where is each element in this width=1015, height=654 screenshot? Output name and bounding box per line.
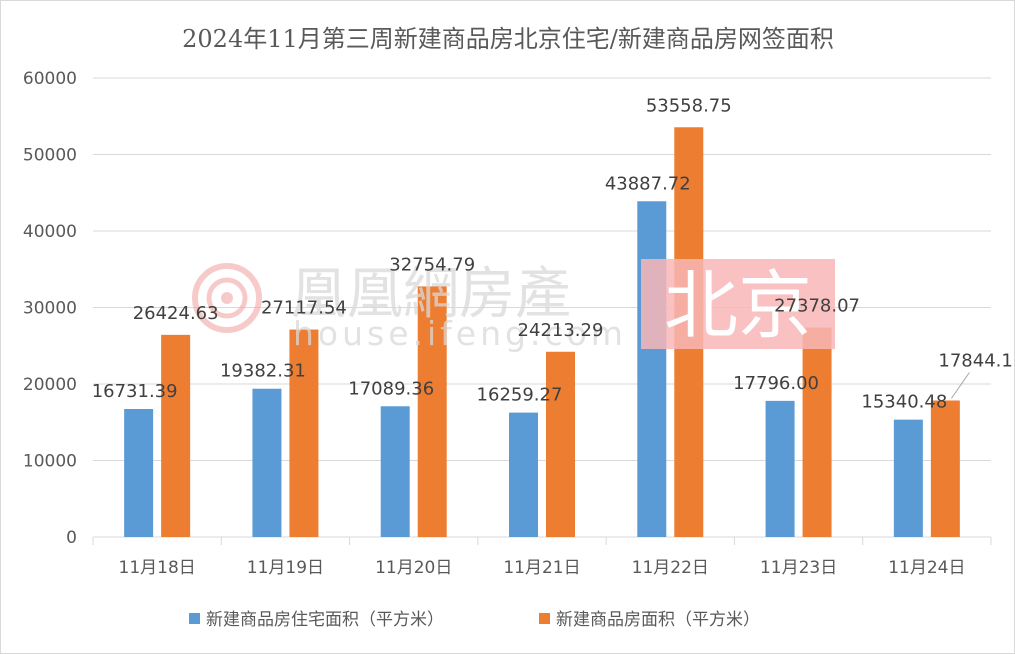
watermark: 凰凰網房產 house.ifeng.com 北京: [192, 259, 835, 353]
bar-series-1: [252, 388, 282, 537]
bar-series-1: [380, 406, 410, 537]
legend-swatch-series-1: [189, 613, 200, 624]
y-tick-label: 30000: [23, 299, 77, 319]
bar-series-1: [509, 412, 538, 537]
data-label-series-1: 17796.00: [733, 373, 819, 394]
data-label-series-2: 17844.15: [938, 350, 1014, 371]
bar-series-2: [289, 329, 319, 537]
legend: 新建商品房住宅面积（平方米） 新建商品房面积（平方米）: [189, 610, 760, 630]
leader-line: [950, 372, 970, 399]
data-label-series-2: 26424.63: [133, 303, 219, 324]
data-labels: 16731.39 19382.31 17089.36 16259.27 43887.72…: [92, 95, 1014, 412]
bar-series-1: [893, 419, 923, 537]
x-category-label: 11月23日: [760, 558, 837, 578]
data-label-series-2: 32754.79: [389, 254, 475, 275]
data-label-series-1: 43887.72: [605, 173, 691, 194]
bar-series-1: [124, 409, 154, 537]
watermark-city-box: [641, 259, 835, 349]
data-label-series-2: 27378.07: [774, 296, 860, 317]
bar-series-1: [765, 400, 795, 537]
watermark-brand: 凰凰網房產: [291, 262, 571, 327]
y-tick-label: 50000: [23, 146, 77, 166]
x-category-label: 11月22日: [632, 558, 709, 578]
x-category-label: 11月24日: [888, 558, 965, 578]
y-tick-label: 10000: [23, 452, 77, 472]
data-label-series-2: 53558.75: [646, 95, 732, 116]
ifeng-logo-icon: [192, 263, 262, 333]
bar-series-2: [161, 334, 191, 537]
data-label-series-1: 16731.39: [92, 381, 178, 402]
bar-series-2: [930, 400, 960, 537]
watermark-city: 北京: [664, 263, 812, 349]
watermark-url: house.ifeng.com: [293, 314, 627, 353]
data-label-series-1: 17089.36: [348, 378, 434, 399]
legend-swatch-series-2: [539, 613, 550, 624]
x-category-label: 11月19日: [247, 558, 324, 578]
bar-series-1: [637, 201, 667, 537]
data-label-series-2: 24213.29: [518, 320, 604, 341]
x-category-label: 11月20日: [375, 558, 452, 578]
chart-title: 2024年11月第三周新建商品房北京住宅/新建商品房网签面积: [182, 25, 834, 53]
data-label-series-1: 16259.27: [477, 385, 563, 406]
bar-series-2: [546, 351, 575, 537]
bar-series-2: [417, 286, 447, 537]
legend-label-series-2: 新建商品房面积（平方米）: [556, 610, 760, 630]
data-label-series-2: 27117.54: [261, 298, 347, 319]
x-axis-ticks: 11月18日 11月19日 11月20日 11月21日 11月22日 11月23日 11月2…: [92, 537, 992, 578]
x-category-label: 11月18日: [119, 558, 196, 578]
data-label-series-1: 15340.48: [861, 392, 947, 413]
y-tick-label: 0: [66, 528, 77, 548]
y-axis-ticks: 0 10000 20000 30000 40000 50000 60000: [23, 69, 77, 548]
data-label-series-1: 19382.31: [220, 361, 306, 382]
y-tick-label: 60000: [23, 69, 77, 89]
y-tick-label: 20000: [23, 375, 77, 395]
y-tick-label: 40000: [23, 222, 77, 242]
bar-series-2: [802, 327, 832, 537]
legend-label-series-1: 新建商品房住宅面积（平方米）: [206, 610, 444, 630]
x-category-label: 11月21日: [503, 558, 580, 578]
